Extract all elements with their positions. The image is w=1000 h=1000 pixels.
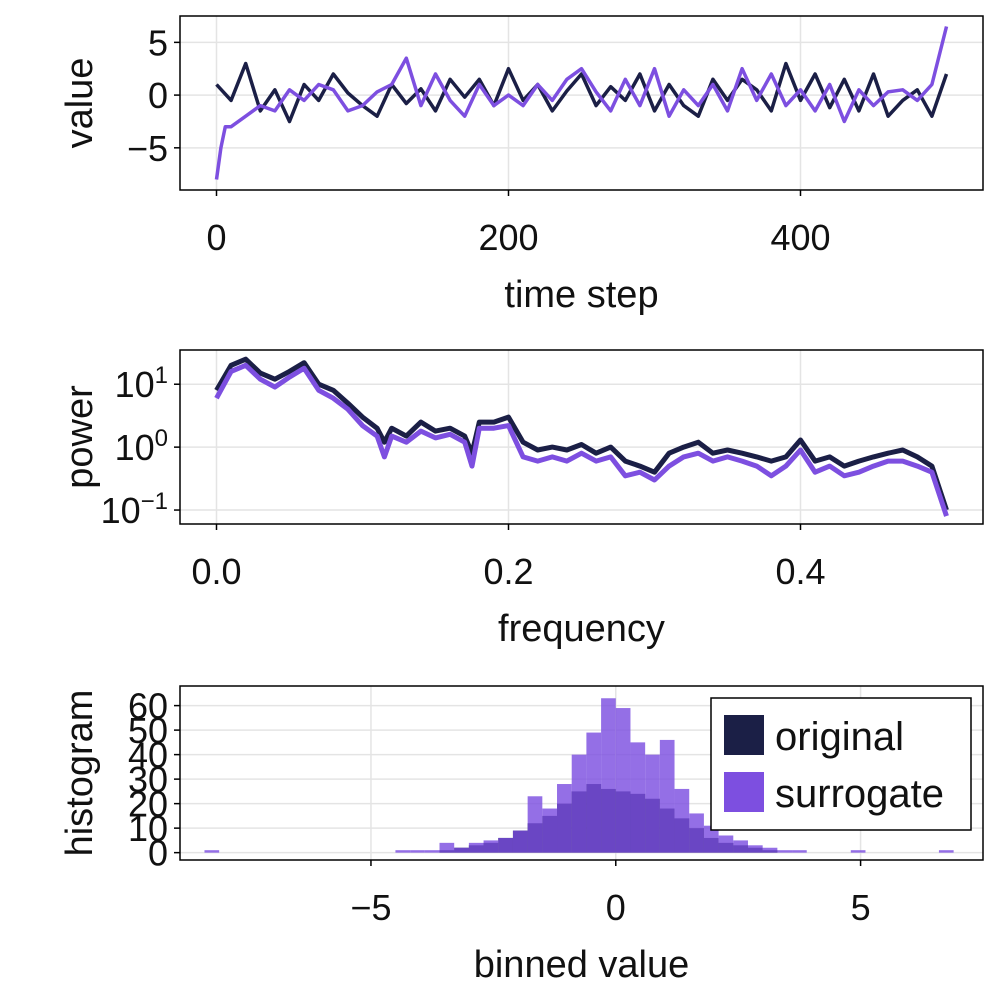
series-line-surrogate <box>214 26 949 180</box>
histogram-bar-surrogate <box>454 847 469 853</box>
histogram-bar-surrogate <box>571 754 587 853</box>
y-tick-label: 10 <box>128 808 168 849</box>
histogram-bar-surrogate <box>747 845 763 853</box>
y-tick-base: 10 <box>115 364 155 405</box>
y-tick-label: −5 <box>127 128 168 169</box>
legend-swatch-original <box>724 715 764 755</box>
legend: original surrogate <box>710 697 972 831</box>
x-tick-label: −5 <box>350 887 391 928</box>
y-axis-label: value <box>59 58 101 149</box>
y-tick-label: 50 <box>128 710 168 751</box>
histogram-bar-surrogate <box>689 813 704 853</box>
y-tick-label: 0 <box>148 833 168 874</box>
y-tick-base: 10 <box>101 490 141 531</box>
histogram-bar-surrogate <box>703 825 719 853</box>
histogram-bar-surrogate <box>601 698 616 853</box>
series-line-original <box>214 356 949 511</box>
histogram-bar-surrogate <box>527 796 543 853</box>
y-tick-label: 30 <box>128 759 168 800</box>
histogram-bar-surrogate <box>512 830 528 853</box>
y-tick-label: 5 <box>148 22 168 63</box>
y-tick-exponent: 1 <box>155 362 168 389</box>
histogram-bar-surrogate <box>586 732 602 853</box>
y-tick-label: 100 <box>115 425 168 468</box>
legend-swatch-surrogate <box>724 772 764 812</box>
y-tick-label: 20 <box>128 784 168 825</box>
x-tick-label: 0.2 <box>483 551 533 592</box>
x-axis-label: frequency <box>498 608 665 650</box>
x-tick-label: 0.0 <box>191 551 241 592</box>
histogram-bar-surrogate <box>424 850 440 853</box>
plot-frame <box>179 349 984 525</box>
x-tick-label: 0 <box>606 887 626 928</box>
series-line-surrogate <box>214 362 949 517</box>
histogram-bar-surrogate <box>410 850 425 853</box>
legend-label-original: original <box>775 715 904 759</box>
y-tick-exponent: −1 <box>141 488 168 515</box>
y-tick-label: 101 <box>115 362 168 405</box>
x-tick-label: 400 <box>770 217 830 258</box>
histogram-bar-surrogate <box>762 847 778 853</box>
histogram-bar-surrogate <box>557 784 572 853</box>
y-tick-base: 10 <box>115 427 155 468</box>
y-axis-label: power <box>59 385 101 489</box>
histogram-bar-surrogate <box>674 788 690 853</box>
histogram-bar-surrogate <box>777 850 793 853</box>
y-tick-label: 0 <box>148 75 168 116</box>
histogram-bar-surrogate <box>542 808 558 853</box>
x-axis-label: time step <box>504 274 658 316</box>
histogram-bar-surrogate <box>439 842 455 853</box>
histogram-bar-surrogate <box>468 842 484 853</box>
y-tick-label: 40 <box>128 735 168 776</box>
histogram-bar-surrogate <box>483 840 499 853</box>
histogram-bar-surrogate <box>615 708 631 853</box>
series-line-original <box>215 61 949 124</box>
histogram-bar-surrogate <box>645 754 660 853</box>
y-tick-exponent: 0 <box>155 425 168 452</box>
y-axis-label: histogram <box>59 690 101 857</box>
plot-frame <box>179 15 984 191</box>
legend-label-surrogate: surrogate <box>775 772 944 816</box>
x-tick-label: 0.4 <box>775 551 825 592</box>
plot-frame <box>179 685 984 861</box>
histogram-bar-surrogate <box>938 850 954 853</box>
y-tick-label: 60 <box>128 686 168 727</box>
histogram-bar-surrogate <box>204 850 220 853</box>
x-tick-label: 0 <box>206 217 226 258</box>
histogram-bar-surrogate <box>792 850 807 853</box>
histogram-bar-surrogate <box>718 835 734 853</box>
histogram-bar-surrogate <box>630 742 646 853</box>
x-tick-label: 200 <box>478 217 538 258</box>
y-tick-label: 10−1 <box>101 488 168 531</box>
histogram-bar-surrogate <box>659 739 675 853</box>
x-axis-label: binned value <box>474 944 690 986</box>
histogram-bar-surrogate <box>733 840 748 853</box>
x-tick-label: 5 <box>851 887 871 928</box>
histogram-bar-surrogate <box>498 837 513 853</box>
histogram-bar-surrogate <box>395 850 411 853</box>
time-series-panel: 0 200 400 −5 0 5 time step value <box>59 15 984 316</box>
histogram-bar-surrogate <box>850 850 866 853</box>
